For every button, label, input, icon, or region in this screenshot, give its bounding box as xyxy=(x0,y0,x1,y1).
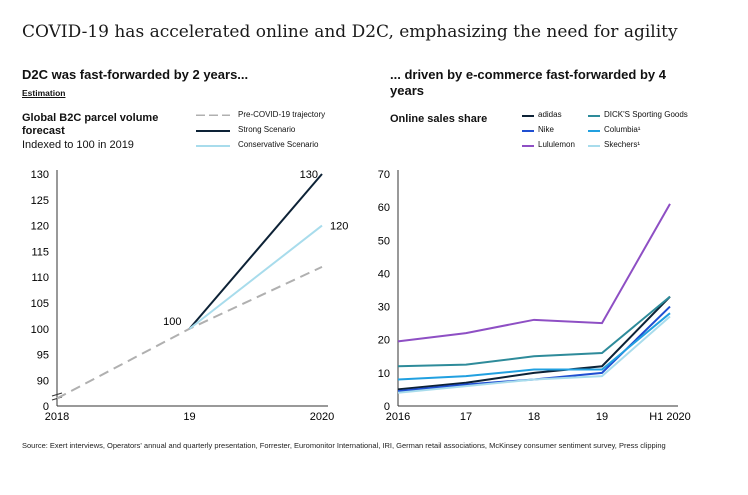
x-tick-label: H1 2020 xyxy=(649,411,691,423)
left-chart-title: Global B2C parcel volume forecast xyxy=(22,112,159,137)
y-tick-label: 30 xyxy=(378,302,390,314)
series-line xyxy=(188,173,323,330)
right-chart: 0 10 20 30 40 50 60 70 2016 17 18 19 H1 2020 xyxy=(378,169,691,423)
y-tick-label: 130 xyxy=(31,169,49,181)
x-tick-label: 2016 xyxy=(386,411,410,423)
left-heading: D2C was fast-forwarded by 2 years... xyxy=(22,67,249,82)
x-tick-label: 19 xyxy=(183,411,195,423)
series-line xyxy=(397,203,671,343)
y-tick-label: 0 xyxy=(43,401,49,413)
y-tick-label: 70 xyxy=(378,169,390,181)
legend-label: Columbia¹ xyxy=(604,125,641,134)
left-chart-note: Indexed to 100 in 2019 xyxy=(22,139,134,151)
legend-label: adidas xyxy=(538,110,562,119)
series-line xyxy=(397,295,671,391)
legend-label: DICK'S Sporting Goods xyxy=(604,110,688,119)
page-title: COVID-19 has accelerated online and D2C,… xyxy=(22,22,678,42)
y-tick-label: 95 xyxy=(37,350,49,362)
right-heading: ... driven by e-commerce fast-forwarded … xyxy=(390,67,666,98)
legend-label: Strong Scenario xyxy=(238,125,296,134)
series-line xyxy=(397,315,671,394)
y-tick-label: 0 xyxy=(384,401,390,413)
y-tick-label: 50 xyxy=(378,235,390,247)
source-note: Source: Exert interviews, Operators' ann… xyxy=(22,441,666,450)
y-tick-label: 10 xyxy=(378,368,390,380)
data-label: 120 xyxy=(330,221,348,233)
x-tick-label: 2018 xyxy=(45,411,69,423)
series-line xyxy=(397,295,671,368)
legend-label: Lululemon xyxy=(538,140,575,149)
series-line xyxy=(397,312,671,381)
series-line xyxy=(56,265,323,400)
y-tick-label: 20 xyxy=(378,335,390,347)
y-tick-label: 115 xyxy=(31,246,49,258)
right-chart-title: Online sales share xyxy=(390,113,488,125)
legend-label: Conservative Scenario xyxy=(238,140,319,149)
y-tick-label: 100 xyxy=(31,324,49,336)
data-label: 130 xyxy=(300,169,318,181)
y-tick-label: 90 xyxy=(37,375,49,387)
x-tick-label: 19 xyxy=(596,411,608,423)
series-line xyxy=(188,224,323,330)
y-tick-label: 60 xyxy=(378,202,390,214)
x-tick-label: 17 xyxy=(460,411,472,423)
y-tick-label: 105 xyxy=(31,298,49,310)
y-tick-label: 110 xyxy=(31,272,49,284)
axis-break-mark xyxy=(51,392,63,397)
left-chart: 0 90 95 100 105 110 115 120 125 130 2018 19 2020 100 1… xyxy=(31,169,349,423)
x-tick-label: 18 xyxy=(528,411,540,423)
estimation-tag: Estimation xyxy=(22,88,66,98)
legend-label: Skechers¹ xyxy=(604,140,641,149)
legend-label: Nike xyxy=(538,125,555,134)
data-label: 100 xyxy=(163,316,181,328)
y-tick-label: 40 xyxy=(378,268,390,280)
y-tick-label: 125 xyxy=(31,195,49,207)
x-tick-label: 2020 xyxy=(310,411,334,423)
y-tick-label: 120 xyxy=(31,221,49,233)
legend-label: Pre-COVID-19 trajectory xyxy=(238,110,326,119)
